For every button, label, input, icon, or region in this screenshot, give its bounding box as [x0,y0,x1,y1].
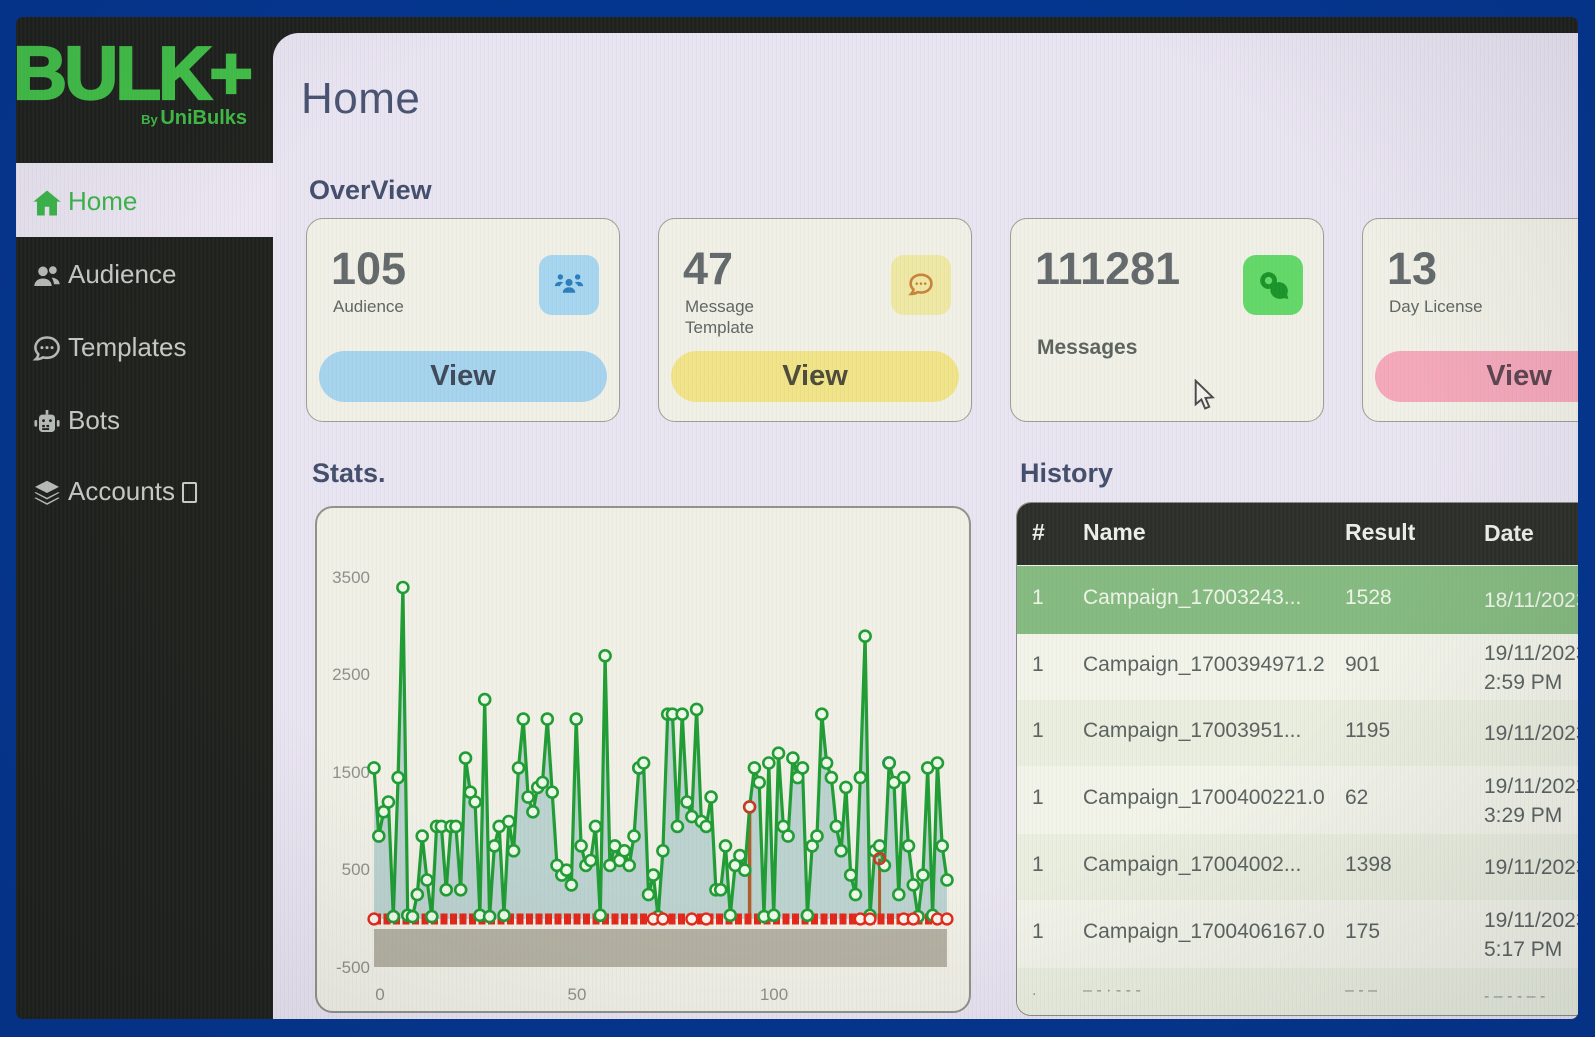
svg-text:500: 500 [342,860,370,879]
svg-text:2500: 2500 [332,665,370,684]
svg-text:-500: -500 [336,958,370,977]
svg-text:100: 100 [760,985,788,1004]
svg-text:50: 50 [568,985,587,1004]
svg-text:1500: 1500 [332,763,370,782]
svg-text:3500: 3500 [332,568,370,587]
svg-text:0: 0 [375,985,384,1004]
